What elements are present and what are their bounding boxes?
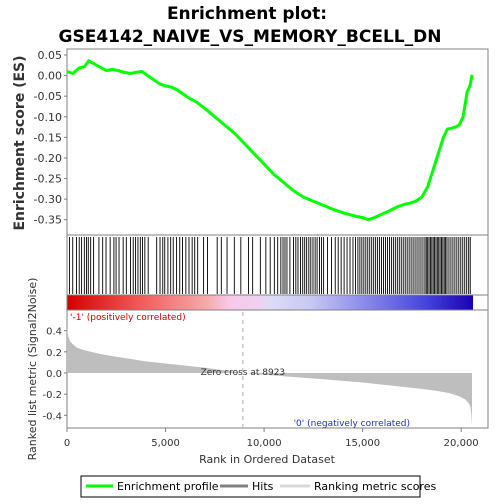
es-tick-label: 0.05 — [38, 49, 63, 62]
es-tick-label: -0.30 — [34, 193, 62, 206]
negative-correlated-label: '0' (negatively correlated) — [294, 419, 410, 429]
x-tick-label: 15,000 — [345, 438, 380, 449]
x-axis-label: Rank in Ordered Dataset — [199, 453, 336, 466]
es-panel — [66, 48, 489, 236]
chart-title-line2: GSE4142_NAIVE_VS_MEMORY_BCELL_DN — [59, 27, 442, 47]
legend-hits-label: Hits — [252, 480, 274, 493]
es-tick-label: -0.10 — [34, 111, 62, 124]
enrichment-profile-line — [66, 59, 474, 222]
rank-color-bar — [67, 295, 473, 310]
es-tick-label: -0.05 — [34, 90, 62, 103]
x-tick-label: 20,000 — [444, 438, 479, 449]
legend-box — [80, 475, 421, 498]
es-tick-label: -0.35 — [34, 214, 62, 227]
es-axis-label: Enrichment score (ES) — [12, 55, 28, 230]
es-tick-label: -0.25 — [34, 173, 62, 186]
es-tick-label: -0.15 — [34, 131, 62, 144]
metric-axis-label: Ranked list metric (Signal2Noise) — [26, 278, 39, 461]
legend-enrichment-label: Enrichment profile — [117, 480, 219, 493]
x-tick-label: 0 — [64, 438, 70, 449]
es-tick-label: -0.20 — [34, 152, 62, 165]
zero-cross-label: Zero cross at 8923 — [201, 368, 286, 378]
metric-tick-label: 0.0 — [46, 369, 62, 380]
metric-tick-label: 0.2 — [46, 348, 62, 359]
es-tick-label: 0.00 — [38, 70, 63, 83]
chart-title-line1: Enrichment plot: — [167, 4, 327, 24]
x-tick-label: 10,000 — [247, 438, 282, 449]
x-tick-label: 5,000 — [151, 438, 180, 449]
legend-metric-label: Ranking metric scores — [314, 480, 436, 493]
metric-tick-label: -0.2 — [42, 390, 62, 401]
ranking-metric-area — [67, 326, 472, 426]
metric-tick-label: 0.4 — [46, 327, 62, 338]
positive-correlated-label: '-1' (positively correlated) — [70, 313, 186, 323]
metric-tick-label: -0.4 — [42, 411, 62, 422]
